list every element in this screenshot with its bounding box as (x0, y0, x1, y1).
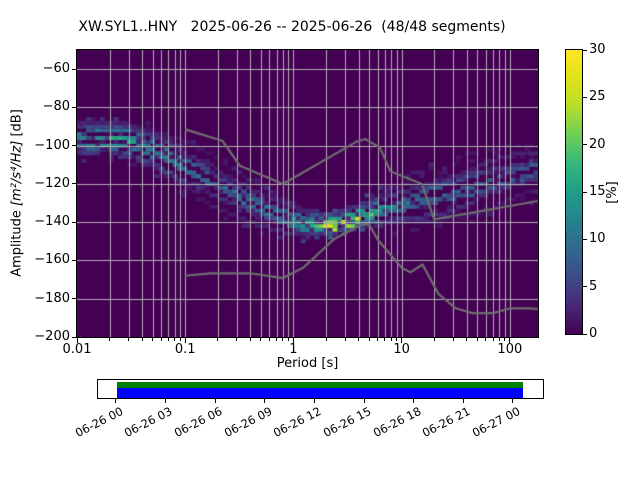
x-tick-label: 0.01 (62, 342, 92, 357)
timeline-coverage-bar (97, 379, 544, 399)
amplitude-units: [m²/s⁴/Hz] (9, 140, 25, 207)
x-minor-tick-mark (249, 338, 251, 341)
x-minor-tick-mark (160, 338, 162, 341)
x-minor-tick-mark (217, 338, 219, 341)
colorbar (565, 49, 583, 335)
colorbar-tick-label: 25 (589, 89, 606, 105)
colorbar-tick-mark (583, 286, 587, 288)
x-minor-tick-mark (390, 338, 392, 341)
x-tick-label: 100 (497, 342, 523, 357)
psd-heatmap-canvas (77, 50, 538, 337)
colorbar-tick-label: 10 (589, 231, 606, 247)
x-minor-tick-mark (476, 338, 478, 341)
y-axis-label: Amplitude [m²/s⁴/Hz] [dB] (10, 109, 25, 277)
x-minor-tick-mark (504, 338, 506, 341)
x-tick-mark (76, 338, 78, 343)
chart-title: XW.SYL1..HNY 2025-06-26 -- 2025-06-26 (4… (78, 19, 506, 35)
plot-area (76, 49, 539, 338)
colorbar-tick-label: 30 (589, 42, 606, 57)
x-minor-tick-mark (368, 338, 370, 341)
colorbar-gradient (566, 50, 582, 334)
x-minor-tick-mark (282, 338, 284, 341)
x-minor-tick-mark (466, 338, 468, 341)
timeline-tick-mark (363, 399, 365, 403)
timeline-tick-mark (214, 399, 216, 403)
colorbar-tick-mark (583, 191, 587, 193)
y-tick-mark (72, 145, 76, 147)
y-tick-mark (72, 259, 76, 261)
colorbar-tick-label: 5 (589, 278, 598, 294)
y-tick-label: −160 (34, 252, 70, 268)
x-tick-mark (401, 338, 403, 343)
timeline-psd-strip-blue (117, 388, 523, 398)
x-minor-tick-mark (236, 338, 238, 341)
y-tick-label: −200 (34, 329, 70, 344)
y-tick-label: −120 (34, 175, 70, 191)
x-minor-tick-mark (287, 338, 289, 341)
timeline-tick-mark (115, 399, 117, 403)
timeline-tick-mark (313, 399, 315, 403)
timeline-tick-mark (512, 399, 514, 403)
y-tick-label: −80 (42, 99, 70, 115)
x-minor-tick-mark (268, 338, 270, 341)
y-tick-mark (72, 183, 76, 185)
x-minor-tick-mark (276, 338, 278, 341)
x-minor-tick-mark (128, 338, 130, 341)
x-minor-tick-mark (498, 338, 500, 341)
x-minor-tick-mark (260, 338, 262, 341)
colorbar-tick-label: 15 (589, 184, 606, 199)
colorbar-tick-mark (583, 144, 587, 146)
colorbar-tick-label: 20 (589, 136, 606, 152)
y-tick-label: −100 (34, 137, 70, 153)
x-tick-mark (509, 338, 511, 343)
y-tick-mark (72, 68, 76, 70)
y-axis-label-prefix: Amplitude (9, 206, 25, 277)
x-tick-label: 0.1 (174, 342, 196, 357)
colorbar-tick-mark (583, 49, 587, 51)
timeline-tick-mark (164, 399, 166, 403)
x-tick-label: 10 (393, 342, 410, 357)
x-minor-tick-mark (396, 338, 398, 341)
y-tick-mark (72, 336, 76, 338)
y-axis-label-suffix: [dB] (9, 109, 25, 141)
x-minor-tick-mark (109, 338, 111, 341)
x-minor-tick-mark (152, 338, 154, 341)
timeline-tick-mark (462, 399, 464, 403)
x-minor-tick-mark (179, 338, 181, 341)
x-tick-label: 1 (289, 342, 298, 357)
y-tick-label: −140 (34, 214, 70, 230)
timeline-data-strip-green (117, 382, 523, 388)
y-tick-mark (72, 221, 76, 223)
x-minor-tick-mark (433, 338, 435, 341)
x-minor-tick-mark (325, 338, 327, 341)
x-minor-tick-mark (141, 338, 143, 341)
y-tick-mark (72, 106, 76, 108)
x-minor-tick-mark (174, 338, 176, 341)
colorbar-tick-mark (583, 96, 587, 98)
x-minor-tick-mark (492, 338, 494, 341)
x-minor-tick-mark (485, 338, 487, 341)
x-minor-tick-mark (167, 338, 169, 341)
colorbar-tick-label: 0 (589, 326, 598, 341)
timeline-tick-mark (264, 399, 266, 403)
y-tick-label: −180 (34, 290, 70, 306)
y-tick-label: −60 (42, 61, 70, 77)
x-minor-tick-mark (384, 338, 386, 341)
timeline-tick-mark (413, 399, 415, 403)
colorbar-tick-mark (583, 238, 587, 240)
x-minor-tick-mark (452, 338, 454, 341)
x-minor-tick-mark (358, 338, 360, 341)
x-tick-mark (184, 338, 186, 343)
y-tick-mark (72, 298, 76, 300)
x-axis-label: Period [s] (276, 356, 339, 371)
x-minor-tick-mark (344, 338, 346, 341)
x-minor-tick-mark (377, 338, 379, 341)
colorbar-tick-mark (583, 333, 587, 335)
x-tick-mark (292, 338, 294, 343)
